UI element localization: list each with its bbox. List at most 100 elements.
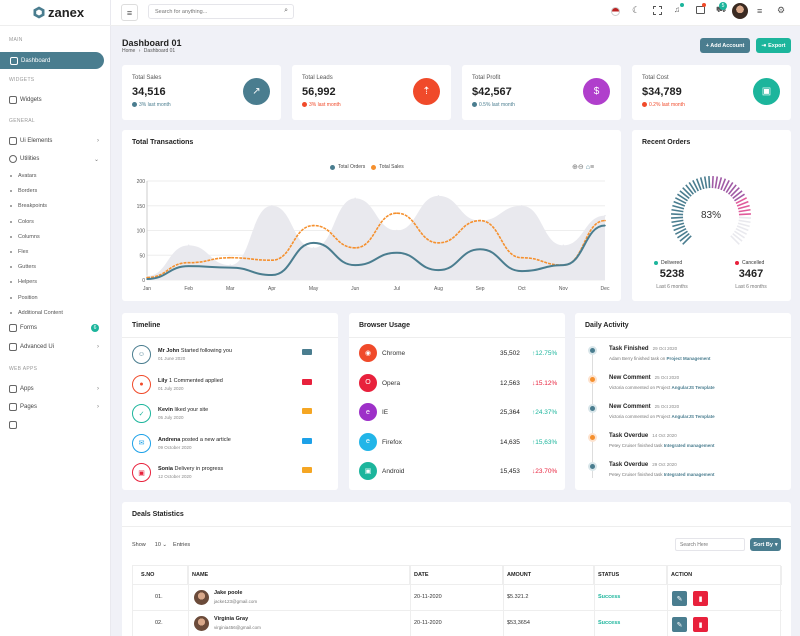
gauge-percent: 83% — [700, 210, 721, 221]
search-input[interactable] — [155, 7, 275, 17]
box-icon — [9, 137, 17, 145]
export-button[interactable]: ⇥ Export — [756, 38, 791, 53]
sidebar-subitem[interactable]: Borders — [10, 188, 37, 194]
hamburger-icon[interactable]: ≡ — [589, 164, 595, 171]
data-point — [229, 264, 232, 266]
logo-icon — [33, 6, 45, 19]
gauge-tick — [711, 176, 714, 189]
gauge-tick — [682, 187, 692, 197]
sidebar-subitem[interactable]: Helpers — [10, 279, 37, 285]
search-box[interactable]: ⌕ — [148, 4, 294, 19]
sidebar-subitem[interactable]: Columns — [10, 234, 40, 240]
search-icon[interactable]: ⌕ — [284, 7, 288, 14]
data-point — [187, 265, 190, 267]
bell-icon[interactable]: ♫ — [674, 5, 680, 14]
data-point — [562, 244, 565, 247]
sidebar-item-utilities[interactable]: Utilities ⌄ — [9, 152, 103, 166]
menu-toggle-icon[interactable]: ≡ — [121, 4, 138, 21]
data-point — [520, 204, 523, 207]
sidebar-item-label: Utilities — [20, 156, 40, 162]
sidebar-item-advanced-ui[interactable]: Advanced Ui › — [9, 340, 103, 354]
sidebar-subitem[interactable]: Breakpoints — [10, 203, 47, 209]
sidebar-subitem[interactable]: Colors — [10, 219, 34, 225]
activity-link[interactable]: Integrated management — [663, 443, 715, 448]
sidebar-subitem[interactable]: Avatars — [10, 173, 37, 179]
divider — [349, 337, 565, 338]
activity-link[interactable]: Project Management — [666, 356, 711, 361]
timeline-badge[interactable] — [302, 349, 312, 355]
timeline-badge[interactable] — [302, 408, 312, 414]
data-point — [312, 242, 315, 244]
activity-link[interactable]: AngularJS Template — [671, 414, 715, 419]
moon-icon[interactable]: ☾ — [632, 5, 641, 15]
activity-dot — [590, 435, 595, 440]
timeline-name: Andrena — [158, 436, 181, 443]
deals-search-input[interactable] — [675, 538, 745, 551]
timeline-badge[interactable] — [302, 437, 312, 444]
home-icon — [10, 56, 18, 65]
sidebar-item-forms[interactable]: Forms 6 — [9, 321, 103, 335]
gauge-tick — [671, 219, 684, 224]
sort-by-button[interactable]: Sort By ▾ — [750, 538, 781, 551]
sidebar-subitem[interactable]: Position — [10, 295, 38, 301]
brand[interactable]: zanex — [0, 0, 111, 26]
timeline-badge[interactable] — [302, 378, 312, 385]
sales-line — [146, 212, 606, 279]
flag-icon[interactable] — [611, 7, 620, 16]
activity-desc: Petey Cruiser finished task Integrated m… — [609, 472, 715, 477]
legend-label-orders[interactable]: Total Orders — [338, 164, 366, 170]
stat-value: 34,516 — [132, 86, 166, 98]
gauge-tick — [671, 213, 684, 216]
sidebar-item-dashboard[interactable]: Dashboard — [0, 52, 104, 69]
section-webapps: WEB APPS — [9, 366, 38, 372]
activity-link[interactable]: AngularJS Template — [671, 385, 715, 390]
timeline-title: Timeline — [132, 322, 161, 329]
menu-icon[interactable]: ≡ — [757, 6, 763, 16]
trend-icon: ↗ — [243, 78, 270, 105]
thumbs-up-icon: ✓ — [132, 404, 151, 423]
sidebar-subitem[interactable]: Flex — [10, 249, 28, 255]
add-account-button[interactable]: + Add Account — [700, 38, 750, 53]
deal-email: jacke123@gmail.com — [214, 599, 258, 604]
chevron-right-icon: › — [97, 344, 99, 350]
avatar[interactable] — [732, 3, 748, 19]
entries-select[interactable]: 10 ⌄ — [155, 542, 167, 548]
message-icon[interactable] — [696, 6, 705, 14]
activity-link[interactable]: Integrated management — [663, 472, 715, 477]
home-icon[interactable]: ⌂ — [585, 164, 590, 171]
file-icon — [9, 324, 17, 332]
sidebar-item-ui-elements[interactable]: Ui Elements › — [9, 134, 103, 148]
delivered-value: 5238 — [659, 268, 685, 280]
delivered-label-wrap: Delivered — [654, 260, 694, 266]
legend-label-sales[interactable]: Total Sales — [379, 164, 404, 170]
briefcase-icon: ▣ — [753, 78, 780, 105]
stat-card: Total Sales 34,516 3% last month ↗ — [122, 65, 281, 120]
browser-percent: 24.37% — [535, 409, 558, 416]
timeline-badge[interactable] — [302, 467, 312, 473]
transactions-chart: 0 50 100 150 200 Jan Feb Mar Apr May Jun Jul Aug Sep O… — [137, 179, 610, 292]
fullscreen-icon[interactable] — [653, 6, 662, 15]
breadcrumb-home[interactable]: Home — [122, 48, 136, 54]
zoom-out-icon[interactable]: ⊖ — [577, 164, 584, 171]
delete-button[interactable]: ▮ — [693, 617, 708, 632]
activity-heading: Task Overdue — [609, 462, 649, 468]
gear-icon[interactable]: ⚙ — [777, 5, 786, 15]
sidebar-subitem[interactable]: Gutters — [10, 264, 36, 270]
sidebar-item-more[interactable] — [9, 418, 103, 432]
pencil-icon: ✎ — [676, 595, 683, 603]
recent-orders-card: Recent Orders 83% Delivered 5238 Last 6 … — [632, 130, 791, 301]
sidebar-item-pages[interactable]: Pages › — [9, 400, 103, 414]
browser-value: 15,453 — [500, 468, 520, 475]
edit-button[interactable]: ✎ — [672, 617, 687, 632]
edit-button[interactable]: ✎ — [672, 591, 687, 606]
zoom-in-icon[interactable]: ⊕ — [572, 164, 578, 171]
column-divider — [667, 566, 668, 636]
gauge-tick — [673, 225, 686, 232]
column-divider — [410, 566, 411, 636]
stat-value: $34,789 — [642, 86, 682, 98]
transactions-card: Total Transactions Total Orders Total Sa… — [122, 130, 621, 301]
sidebar-subitem[interactable]: Additional Content — [10, 310, 63, 316]
delete-button[interactable]: ▮ — [693, 591, 708, 606]
sidebar-item-widgets[interactable]: Widgets — [9, 93, 103, 107]
sidebar-item-apps[interactable]: Apps › — [9, 382, 103, 396]
